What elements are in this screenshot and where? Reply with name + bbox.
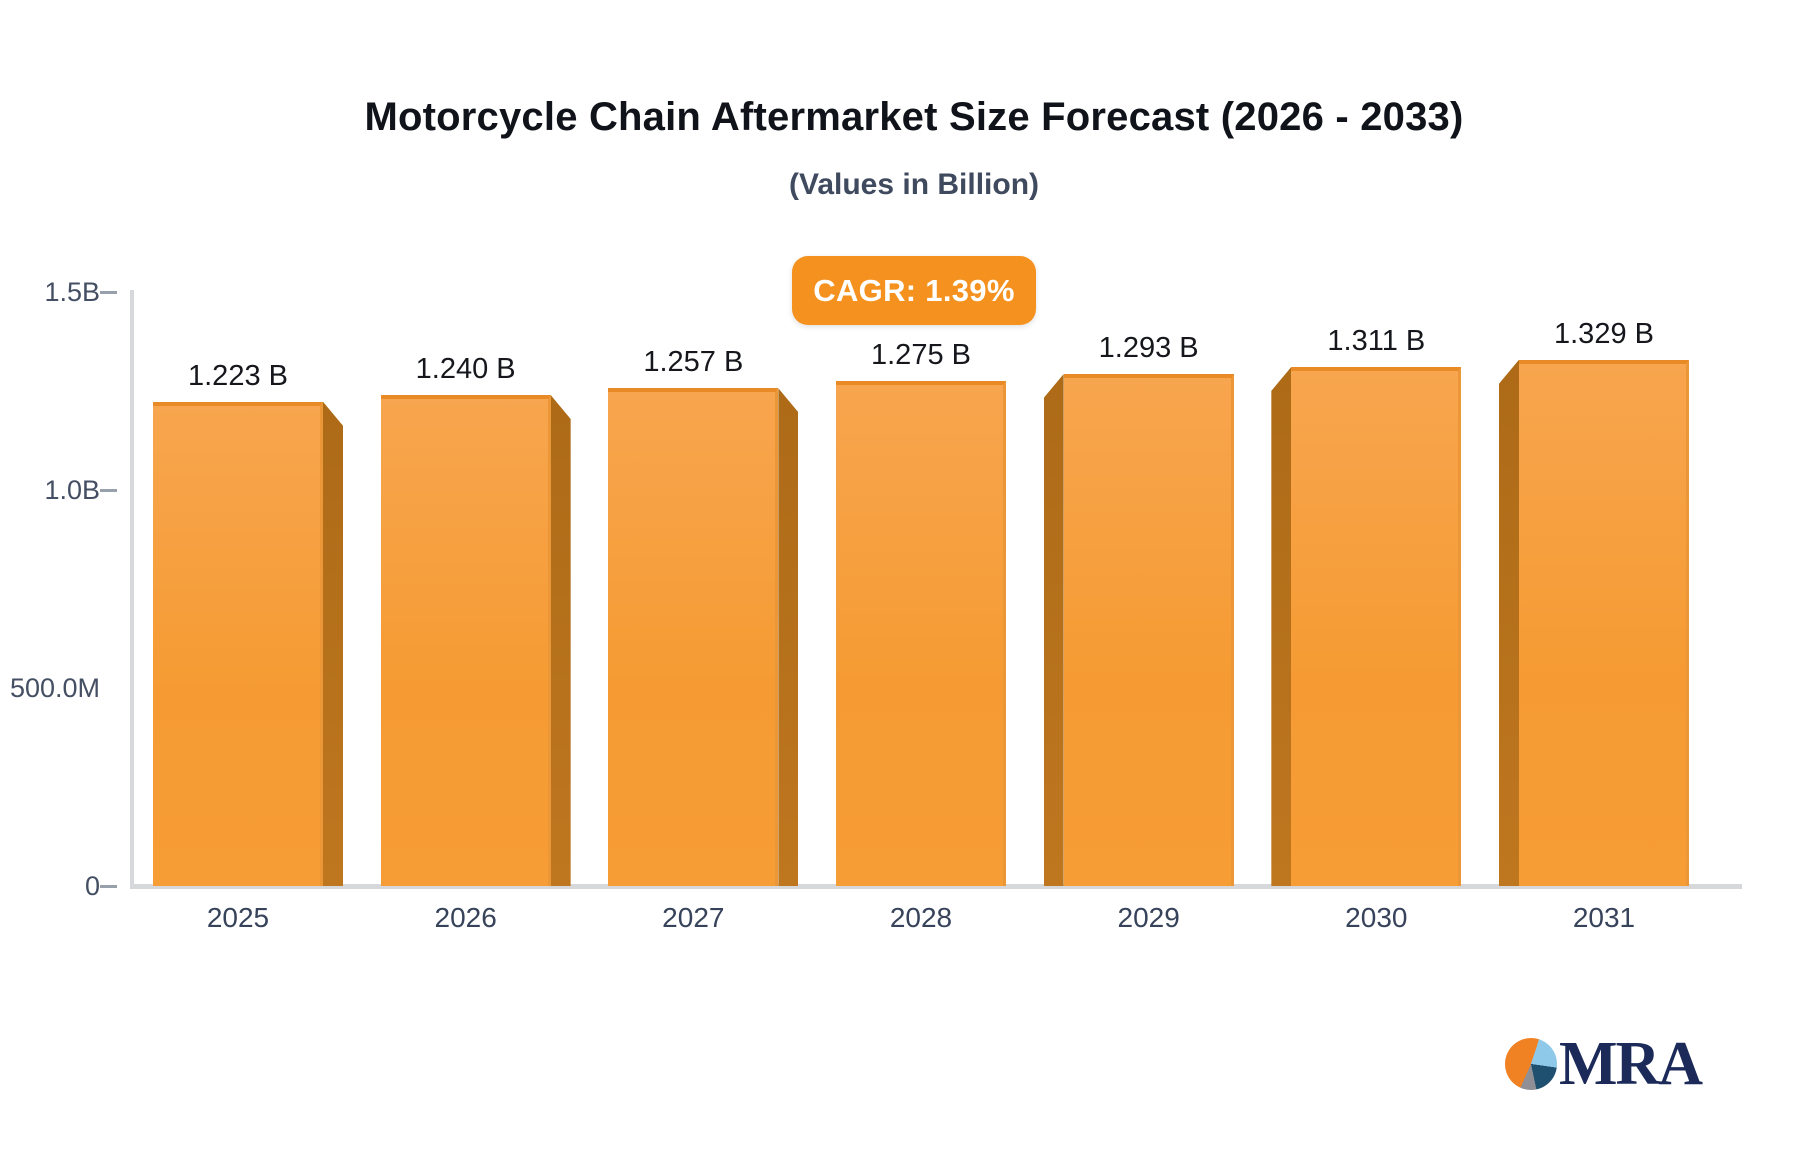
bar-value-label: 1.223 B <box>188 359 288 392</box>
y-axis-tick-label: 1.5B <box>44 277 100 307</box>
bar-3d-side-2030 <box>1271 366 1292 886</box>
x-axis-label-2028: 2028 <box>889 902 953 933</box>
bar-3d-side-2031 <box>1499 359 1519 886</box>
y-axis-line <box>130 290 134 886</box>
bar-value-label: 1.257 B <box>643 346 744 379</box>
bar-value-label: 1.293 B <box>1098 331 1199 364</box>
x-axis-label-2031: 2031 <box>1572 902 1636 933</box>
bar-2028[interactable] <box>836 381 1006 886</box>
bar-value-label: 1.311 B <box>1327 324 1426 357</box>
bar-value-label: 1.240 B <box>415 352 516 385</box>
x-axis-label-2030: 2030 <box>1345 902 1408 933</box>
bar-3d-side-2025 <box>323 401 343 886</box>
bar-2025[interactable] <box>153 401 323 886</box>
y-axis-tick-dash <box>100 489 117 492</box>
y-axis-tick-label: 0 <box>84 871 100 901</box>
cagr-badge: CAGR: 1.39% <box>792 256 1036 325</box>
y-axis-tick-dash <box>100 291 117 294</box>
y-axis-tick-label: 500.0M <box>9 673 100 703</box>
x-axis-label-2026: 2026 <box>434 902 497 933</box>
bar-2030[interactable] <box>1291 366 1462 886</box>
x-axis-label-2025: 2025 <box>206 902 270 933</box>
bar-3d-side-2026 <box>550 394 571 886</box>
chart-title: Motorcycle Chain Aftermarket Size Foreca… <box>364 95 1464 139</box>
bar-3d-side-2029 <box>1043 373 1064 886</box>
mra-logo-text: MRA <box>1559 1030 1703 1098</box>
bar-2029[interactable] <box>1063 373 1234 886</box>
bar-value-label: 1.329 B <box>1554 317 1654 350</box>
chart-subtitle: (Values in Billion) <box>788 168 1040 201</box>
x-axis-label-2027: 2027 <box>662 902 725 933</box>
bar-3d-side-2027 <box>778 388 799 886</box>
bar-2026[interactable] <box>380 394 551 886</box>
bar-2031[interactable] <box>1519 359 1689 886</box>
mra-logo[interactable]: MRA <box>1505 1030 1703 1098</box>
cagr-badge-label: CAGR: 1.39% <box>813 272 1015 308</box>
y-axis-tick-dash <box>100 885 117 888</box>
bar-2027[interactable] <box>608 388 779 886</box>
bar-value-label: 1.275 B <box>871 339 971 372</box>
x-axis-label-2029: 2029 <box>1117 902 1180 933</box>
mra-pie-icon <box>1505 1038 1557 1090</box>
x-axis-baseline <box>130 884 1742 889</box>
y-axis-tick-label: 1.0B <box>44 475 100 505</box>
